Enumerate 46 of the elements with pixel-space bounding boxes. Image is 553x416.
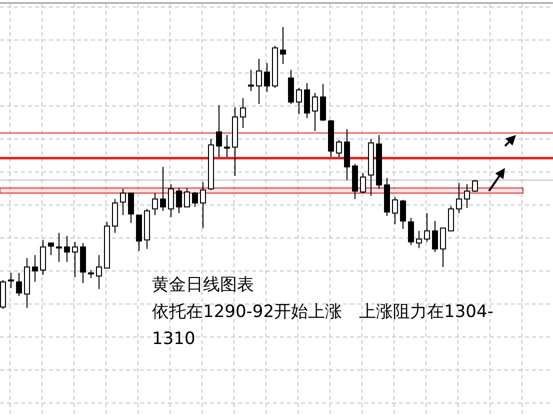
- candlestick: [112, 198, 118, 234]
- candlestick: [48, 242, 54, 256]
- candlestick: [128, 192, 134, 224]
- candlestick: [192, 191, 198, 208]
- candlestick: [200, 182, 206, 229]
- candlestick: [336, 140, 342, 158]
- candlestick: [160, 166, 166, 212]
- candlestick: [168, 184, 174, 218]
- candlestick: [424, 212, 430, 242]
- candlestick: [456, 182, 462, 214]
- candlestick: [152, 192, 158, 216]
- candlestick: [16, 272, 22, 297]
- candlestick: [264, 62, 270, 92]
- candlestick: [176, 188, 182, 214]
- candlestick: [400, 199, 406, 230]
- candlestick: [224, 134, 230, 158]
- candlestick: [296, 87, 302, 115]
- candlestick: [96, 254, 102, 290]
- candlestick: [72, 241, 78, 278]
- text: 黄金日线图表: [152, 274, 254, 297]
- candlestick: [32, 254, 38, 282]
- candlestick: [64, 235, 70, 262]
- annotation: 依托在1290-92开始上涨 上涨阻力在1304-1310: [152, 301, 494, 351]
- candlestick: [304, 82, 310, 119]
- candlestick: [416, 230, 422, 249]
- candlestick: [432, 220, 438, 253]
- candlestick: [280, 26, 286, 64]
- candlestick: [240, 98, 246, 128]
- candlestick: [448, 206, 454, 232]
- candlestick: [472, 180, 478, 192]
- candlestick: [120, 188, 126, 216]
- candlestick: [320, 83, 326, 122]
- candlestick: [184, 188, 190, 208]
- candlestick: [56, 232, 62, 262]
- candlestick: [288, 69, 294, 104]
- candlestick: [464, 184, 470, 209]
- candlestick: [360, 172, 366, 194]
- candlestick: [40, 239, 46, 276]
- candlestick: [256, 58, 262, 104]
- candlestick: [216, 104, 222, 158]
- candlestick: [440, 228, 446, 268]
- candlestick: [408, 217, 414, 246]
- candlestick: [8, 272, 14, 289]
- candlestick: [312, 92, 318, 132]
- candlestick: [248, 69, 254, 92]
- candlestick: [392, 196, 398, 225]
